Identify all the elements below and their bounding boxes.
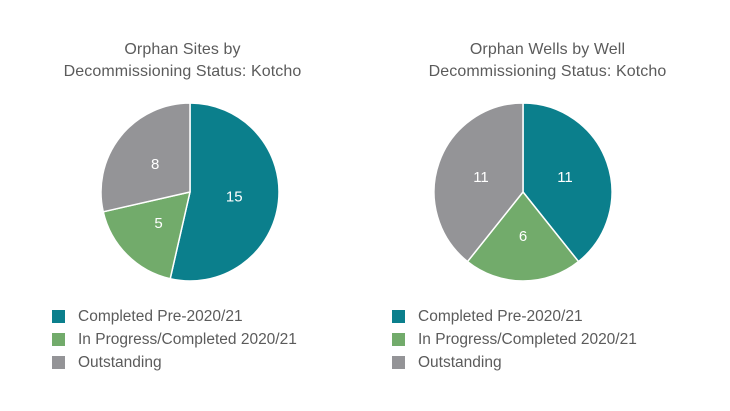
legend-swatch	[52, 356, 65, 369]
pie-slice-in-progress	[466, 191, 580, 282]
legend-item-completed-pre: Completed Pre-2020/21	[52, 305, 297, 328]
orphan-wells-chart: Orphan Wells by Well Decommissioning Sta…	[365, 0, 730, 411]
legend: Completed Pre-2020/21 In Progress/Comple…	[52, 305, 297, 374]
pie-chart: 11 6 11	[433, 102, 613, 282]
pie-slice-in-progress	[102, 191, 191, 280]
chart-title-line: Decommissioning Status: Kotcho	[63, 63, 302, 80]
orphan-sites-chart: Orphan Sites by Decommissioning Status: …	[0, 39, 365, 374]
legend-item-outstanding: Outstanding	[392, 351, 637, 374]
pie-data-label: 8	[151, 156, 159, 173]
legend-label: Completed Pre-2020/21	[418, 307, 583, 325]
chart-title-line: Orphan Wells by Well	[469, 41, 626, 58]
pie-data-label: 11	[557, 169, 573, 186]
pie-data-label: 11	[473, 169, 489, 186]
legend-label: In Progress/Completed 2020/21	[418, 330, 637, 348]
pie-slice-outstanding	[433, 102, 524, 263]
chart-title: Orphan Wells by Well Decommissioning Sta…	[365, 39, 730, 83]
legend-label: Outstanding	[418, 353, 502, 371]
pie-slice-completed-pre	[169, 102, 280, 282]
legend-item-completed-pre: Completed Pre-2020/21	[392, 305, 637, 328]
chart-title-line: Orphan Sites by	[124, 41, 241, 58]
legend-label: Outstanding	[78, 353, 162, 371]
pie-slice-completed-pre	[522, 102, 613, 263]
chart-title: Orphan Sites by Decommissioning Status: …	[0, 39, 365, 83]
pie-data-label: 15	[226, 188, 243, 205]
legend-item-outstanding: Outstanding	[52, 351, 297, 374]
legend-swatch	[392, 356, 405, 369]
legend-swatch	[392, 310, 405, 323]
legend-item-in-progress: In Progress/Completed 2020/21	[52, 328, 297, 351]
legend-item-in-progress: In Progress/Completed 2020/21	[392, 328, 637, 351]
legend: Completed Pre-2020/21 In Progress/Comple…	[392, 305, 637, 374]
pie-data-label: 5	[154, 215, 162, 232]
chart-title-line: Decommissioning Status: Kotcho	[428, 63, 667, 80]
pie-slice-outstanding	[100, 102, 191, 213]
legend-swatch	[52, 333, 65, 346]
legend-swatch	[392, 333, 405, 346]
legend-label: Completed Pre-2020/21	[78, 307, 243, 325]
legend-label: In Progress/Completed 2020/21	[78, 330, 297, 348]
legend-swatch	[52, 310, 65, 323]
pie-data-label: 6	[519, 228, 527, 245]
